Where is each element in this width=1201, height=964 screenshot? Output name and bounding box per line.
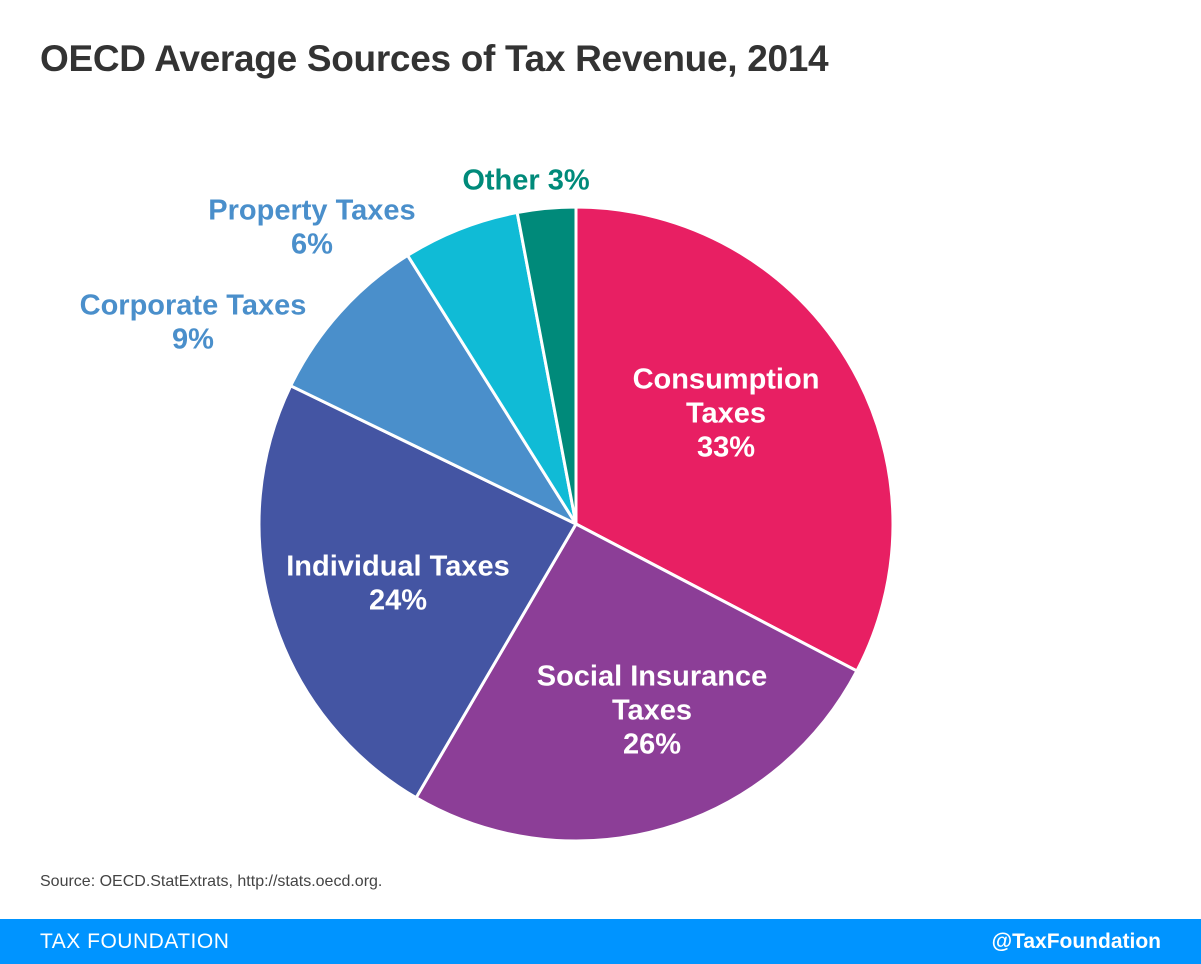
footer-bar: TAX FOUNDATION @TaxFoundation [0,919,1201,964]
slice-name-label: Property Taxes [208,195,415,227]
slice-value-label: 9% [172,324,214,356]
slice-name-label: Other 3% [462,165,590,197]
slice-label-other: Other 3% [462,165,590,197]
source-note: Source: OECD.StatExtrats, http://stats.o… [40,873,383,890]
slice-label-social-insurance-taxes: Social Insurance Taxes 26% [537,661,768,761]
slice-value-label: 24% [369,585,427,617]
pie-slice-social-insurance-taxes [414,522,859,843]
slice-name-label: Taxes [612,695,692,727]
pie-slice-consumption-taxes [574,205,895,673]
slice-label-corporate-taxes: Corporate Taxes 9% [80,290,307,356]
pie-slice-individual-taxes [257,384,578,800]
pie-slice-other [515,205,578,526]
slice-name-label: Social Insurance [537,661,768,693]
footer-brand: TAX FOUNDATION [40,930,230,953]
chart-title: OECD Average Sources of Tax Revenue, 201… [40,38,829,79]
slice-label-property-taxes: Property Taxes 6% [208,195,415,261]
slice-label-consumption-taxes: Consumption Taxes 33% [633,364,820,464]
pie-labels: Consumption Taxes 33%Social Insurance Taxes… [80,165,820,761]
slice-label-individual-taxes: Individual Taxes 24% [286,551,509,617]
slice-name-label: Corporate Taxes [80,290,307,322]
slice-value-label: 6% [291,229,333,261]
slice-value-label: 26% [623,729,681,761]
pie-slices [257,205,895,843]
slice-value-label: 33% [697,432,755,464]
slice-name-label: Consumption [633,364,820,396]
pie-slice-corporate-taxes [289,253,578,526]
slice-name-label: Individual Taxes [286,551,509,583]
slice-name-label: Taxes [686,398,766,430]
footer-handle: @TaxFoundation [991,930,1161,953]
